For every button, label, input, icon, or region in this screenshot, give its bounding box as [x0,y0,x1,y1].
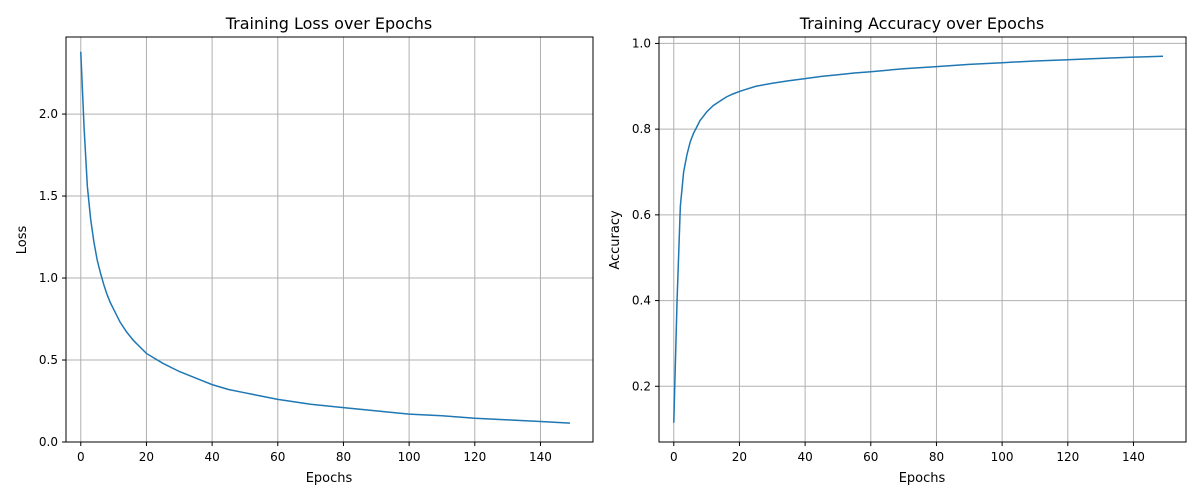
accuracy-x-tick-label: 40 [797,450,812,464]
loss-y-tick-label: 1.0 [39,271,58,285]
loss-y-axis-label: Loss [15,226,30,255]
loss-x-axis-label: Epochs [306,471,353,486]
loss-chart-title: Training Loss over Epochs [225,14,433,33]
accuracy-x-tick-label: 100 [991,450,1014,464]
loss-plot-frame [65,36,594,443]
loss-series-line [80,51,571,424]
loss-chart: Training Loss over Epochs 0 20 40 60 80 100 12… [15,14,594,486]
loss-y-tick-label: 1.5 [39,189,58,203]
loss-x-tick-label: 140 [529,450,552,464]
accuracy-x-tick-label: 0 [670,450,678,464]
accuracy-y-tick-label: 0.4 [632,294,651,308]
loss-x-tick-label: 40 [204,450,219,464]
accuracy-ticks: 0 20 40 60 80 100 120 140 0.2 0.4 0.6 0.8 1.0 [632,36,1145,464]
accuracy-x-tick-label: 140 [1122,450,1145,464]
accuracy-y-axis-label: Accuracy [608,210,623,270]
loss-x-tick-label: 0 [77,450,85,464]
loss-y-tick-label: 0.0 [39,435,58,449]
loss-grid [66,37,593,443]
accuracy-chart-title: Training Accuracy over Epochs [799,14,1044,33]
loss-x-tick-label: 120 [463,450,486,464]
loss-ticks: 0 20 40 60 80 100 120 140 0.0 0.5 1.0 1.5 2.0 [39,107,552,464]
accuracy-plot-frame [658,36,1187,443]
loss-y-tick-label: 2.0 [39,107,58,121]
loss-y-tick-label: 0.5 [39,353,58,367]
accuracy-x-tick-label: 80 [929,450,944,464]
accuracy-y-tick-label: 0.6 [632,208,651,222]
loss-x-tick-label: 60 [270,450,285,464]
loss-x-tick-label: 80 [336,450,351,464]
accuracy-series-line [673,55,1164,423]
accuracy-chart: Training Accuracy over Epochs 0 20 40 60 80 1… [608,14,1187,486]
accuracy-y-tick-label: 1.0 [632,36,651,50]
accuracy-y-tick-label: 0.2 [632,379,651,393]
accuracy-x-tick-label: 120 [1056,450,1079,464]
accuracy-grid [659,37,1186,442]
loss-x-tick-label: 100 [398,450,421,464]
accuracy-x-tick-label: 60 [863,450,878,464]
loss-x-tick-label: 20 [139,450,154,464]
accuracy-y-tick-label: 0.8 [632,122,651,136]
accuracy-x-axis-label: Epochs [899,471,946,486]
accuracy-x-tick-label: 20 [732,450,747,464]
